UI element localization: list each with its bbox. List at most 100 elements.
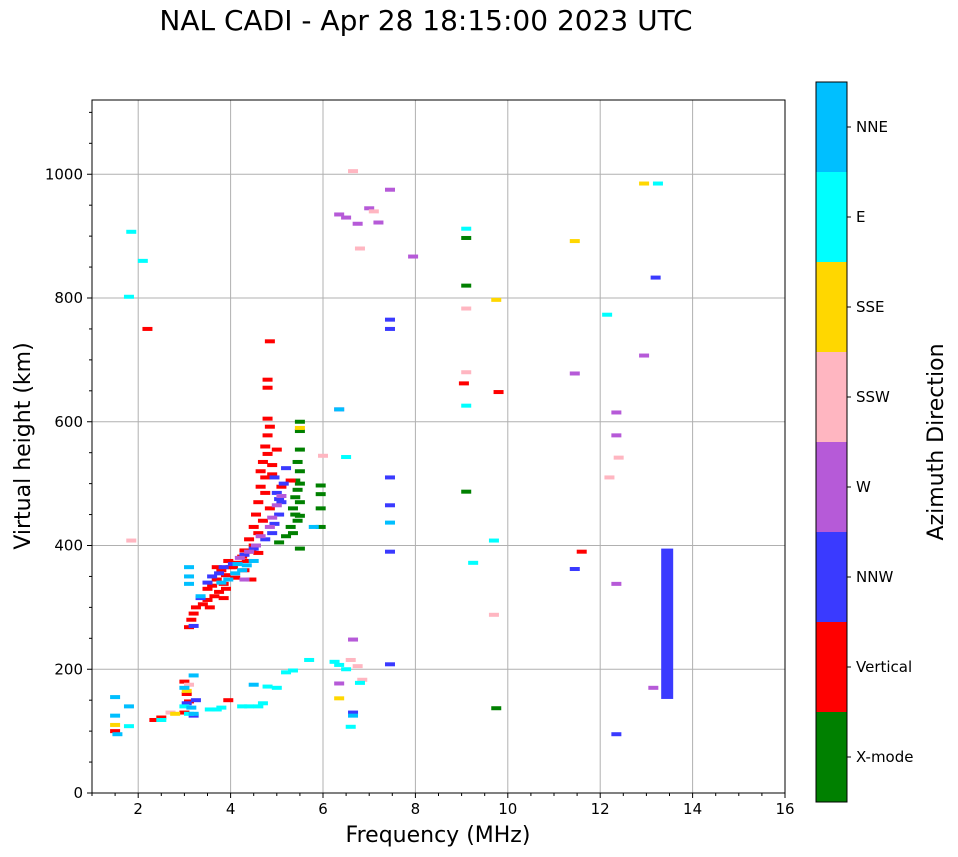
echo-point [244,549,255,554]
echo-point [341,215,352,220]
echo-point [384,187,395,192]
echo-point [602,312,613,317]
echo-point [267,472,278,477]
echo-point [274,512,285,517]
echo-point [244,704,255,709]
echo-point [271,685,282,690]
echo-point [149,717,160,722]
echo-point [334,662,345,667]
echo-point [179,685,190,690]
echo-point [292,459,303,464]
echo-point [334,696,345,701]
echo-point [260,475,271,480]
echo-point [604,475,615,480]
echo-point [461,489,472,494]
echo-point [179,679,190,684]
echo-point [248,682,259,687]
echo-point [181,701,192,706]
echo-point [318,453,328,458]
colorbar-tick-label: E [856,208,865,226]
echo-point [211,577,222,582]
echo-point [267,515,278,520]
echo-point [253,550,264,555]
echo-point [569,567,580,572]
echo-point [357,677,368,682]
echo-point [264,424,275,429]
colorbar-frame [815,81,848,803]
axis-ticks: 2 4 6 8 10 12 14 16 0 200 400 600 800 1000 [45,111,795,818]
echo-point [281,670,292,675]
echo-point [269,475,280,480]
echo-point [218,596,229,601]
echo-point [348,713,359,718]
echo-point [237,568,248,573]
echo-point [251,512,262,517]
echo-point [384,520,395,525]
x-tick-label: 2 [133,800,143,818]
echo-point [248,546,259,551]
echo-point [648,685,659,690]
echo-point [188,611,199,616]
echo-point [239,577,250,582]
echo-point [491,297,502,302]
x-tick-label: 8 [411,800,421,818]
echo-point [294,469,305,474]
echo-point [184,581,195,586]
echo-point [202,580,213,585]
grid-lines [92,100,786,794]
echo-point [202,597,213,602]
echo-point [218,565,229,570]
echo-point [294,429,305,434]
echo-point [126,538,137,543]
echo-point [184,565,195,570]
echo-point [276,494,287,498]
x-tick-label: 6 [318,800,328,818]
echo-point [126,229,137,234]
echo-point [156,717,167,722]
echo-point [257,459,268,464]
echo-point [253,531,264,536]
echo-point [239,552,250,557]
echo-point [267,463,278,468]
echo-point [611,581,622,586]
echo-point [181,692,192,696]
echo-point [260,444,271,449]
echo-point [294,546,305,551]
echo-point [334,407,345,412]
echo-point [315,524,326,529]
plot-frame [91,99,786,794]
colorbar: X-mode Vertical NNW W SSW SSE E NNE [815,81,913,803]
echo-point [251,543,262,548]
echo-point [292,487,303,492]
echo-point [223,698,234,703]
echo-point [354,680,365,685]
echo-point [184,574,195,579]
echo-point [294,447,305,452]
echo-point [304,657,315,662]
colorbar-tick-label: NNW [856,568,893,586]
echo-point [184,682,195,687]
echo-point [294,500,305,505]
echo-point [211,565,222,570]
echo-point [202,586,213,591]
colorbar-tick-label: SSW [856,388,890,406]
echo-point [352,221,363,226]
echo-point [569,371,580,376]
echo-point [639,353,650,358]
colorbar-tick-label: NNE [856,118,888,136]
echo-point [276,500,287,505]
echo-point [260,490,271,495]
echo-point [264,506,275,511]
echo-point [255,484,266,489]
echo-point [488,538,499,543]
echo-point [576,549,587,554]
colorbar-label: Azimuth Direction [924,343,949,540]
echo-point [287,668,298,673]
echo-point [262,451,273,456]
echo-point [569,239,580,244]
echo-point [110,695,121,700]
echo-point [216,568,227,573]
echo-point [287,531,298,536]
echo-point [408,254,419,259]
echo-point [611,410,622,415]
